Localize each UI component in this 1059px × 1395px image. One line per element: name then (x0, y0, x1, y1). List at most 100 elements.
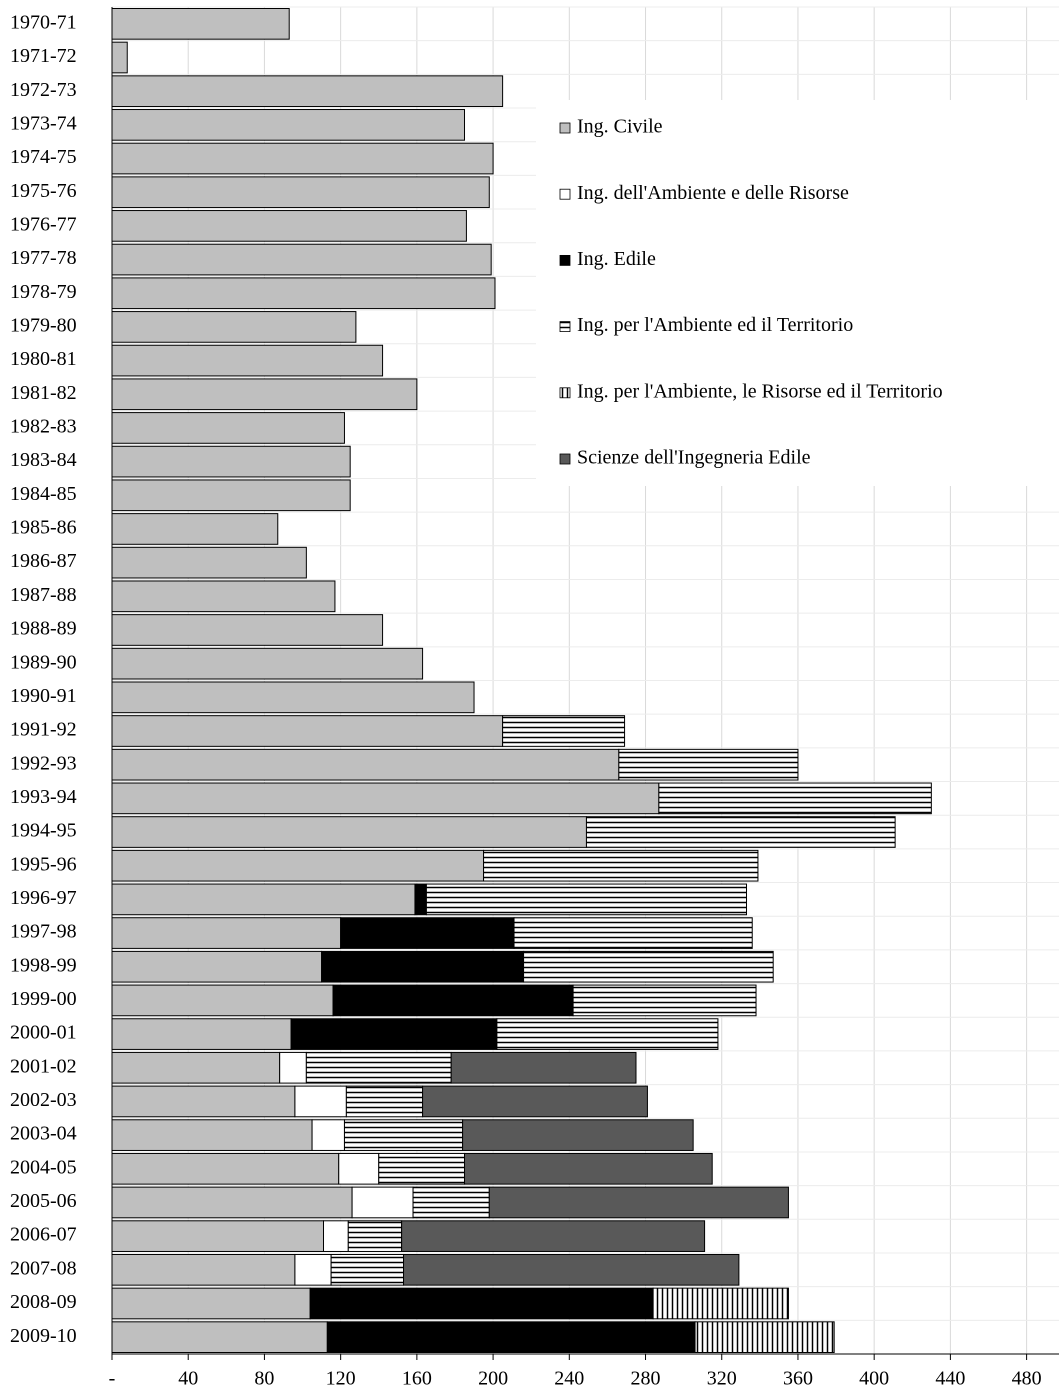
x-tick-label: 320 (707, 1368, 737, 1390)
bar-segment (347, 1220, 403, 1252)
legend-label: Ing. Civile (577, 116, 663, 138)
y-tick-label: 1977-78 (10, 247, 77, 269)
y-tick-label: 1995-96 (10, 853, 77, 875)
bar-segment (414, 883, 427, 916)
bar-segment (351, 1186, 414, 1219)
bar-segment (111, 748, 620, 781)
legend-label: Scienze dell'Ingegneria Edile (577, 447, 811, 469)
x-tick-label: 40 (178, 1368, 198, 1390)
y-tick-label: 1970-71 (10, 11, 77, 33)
y-tick-label: 1976-77 (10, 213, 77, 235)
bar-segment (111, 1220, 325, 1252)
bar-segment (111, 8, 290, 40)
bar-segment (311, 1119, 345, 1151)
bar-segment (513, 917, 753, 949)
y-tick-label: 1981-82 (10, 382, 77, 404)
y-tick-label: 1983-84 (10, 449, 77, 471)
bar-segment (502, 715, 626, 747)
y-tick-label: 2008-09 (10, 1291, 77, 1313)
bars (111, 8, 932, 1353)
bar-segment (401, 1220, 706, 1252)
bar-segment (111, 513, 279, 545)
y-tick-label: 2002-03 (10, 1089, 77, 1111)
bar-segment (111, 243, 492, 276)
bar-segment (111, 378, 418, 411)
legend-swatch (559, 387, 571, 399)
bar-segment (323, 1220, 349, 1252)
bar-segment (585, 816, 896, 848)
legend-label: Ing. Edile (577, 248, 656, 270)
bar-segment (279, 1051, 307, 1084)
bar-segment (652, 1287, 789, 1320)
x-tick-label: - (109, 1368, 116, 1390)
bar-segment (111, 1018, 292, 1050)
y-tick-label: 1973-74 (10, 112, 77, 134)
bar-segment (111, 41, 128, 74)
bar-segment (111, 109, 466, 141)
bar-segment (343, 1119, 464, 1151)
bar-segment (111, 277, 496, 310)
x-tick-label: 480 (1012, 1368, 1042, 1390)
y-tick-label: 1991-92 (10, 719, 77, 741)
legend-swatch (559, 122, 571, 134)
bar-segment (111, 715, 504, 747)
bar-segment (425, 883, 748, 916)
legend-swatch (559, 188, 571, 200)
x-tick-label: 80 (254, 1368, 274, 1390)
legend-swatch (559, 321, 571, 333)
y-tick-label: 1993-94 (10, 786, 77, 808)
bar-segment (111, 75, 504, 108)
bar-segment (111, 782, 660, 815)
legend-label: Ing. per l'Ambiente ed il Territorio (577, 314, 853, 336)
bar-segment (111, 1152, 340, 1185)
bar-segment (326, 1321, 696, 1353)
bar-segment (111, 311, 357, 343)
y-tick-label: 2006-07 (10, 1224, 77, 1246)
bar-segment (111, 580, 336, 613)
bar-segment (462, 1119, 694, 1151)
x-tick-label: 400 (859, 1368, 889, 1390)
y-tick-label: 1986-87 (10, 550, 77, 572)
bar-segment (488, 1186, 789, 1219)
bar-segment (658, 782, 932, 815)
y-tick-label: 1999-00 (10, 988, 77, 1010)
y-tick-label: 1980-81 (10, 348, 77, 370)
bar-segment (111, 142, 494, 175)
y-tick-label: 1975-76 (10, 180, 77, 202)
bar-segment (111, 1051, 281, 1084)
legend-label: Ing. per l'Ambiente, le Risorse ed il Te… (577, 380, 943, 402)
bar-segment (111, 1321, 328, 1353)
y-tick-label: 1974-75 (10, 146, 77, 168)
bar-segment (483, 849, 759, 882)
bar-segment (111, 614, 384, 646)
bar-segment (111, 1085, 296, 1118)
bar-segment (111, 816, 587, 848)
y-tick-label: 2005-06 (10, 1190, 77, 1212)
y-tick-label: 1990-91 (10, 685, 77, 707)
bar-segment (111, 883, 416, 916)
y-tick-label: 1992-93 (10, 752, 77, 774)
bar-segment (111, 445, 351, 478)
bar-segment (111, 647, 424, 680)
y-tick-label: 2003-04 (10, 1123, 77, 1145)
x-tick-label: 280 (631, 1368, 661, 1390)
bar-segment (111, 950, 323, 983)
bar-segment (464, 1152, 713, 1185)
y-tick-label: 1978-79 (10, 281, 77, 303)
y-tick-label: 1982-83 (10, 416, 77, 438)
bar-segment (294, 1253, 332, 1286)
y-tick-label: 1997-98 (10, 921, 77, 943)
y-tick-label: 1984-85 (10, 483, 77, 505)
legend: Ing. Civile Ing. dell'Ambiente e delle Ri… (536, 100, 1059, 486)
bar-segment (523, 950, 774, 983)
bar-segment (572, 984, 757, 1017)
bar-segment (111, 1119, 313, 1151)
bar-segment (111, 917, 342, 949)
bar-segment (111, 412, 345, 444)
legend-label: Ing. dell'Ambiente e delle Risorse (577, 182, 849, 204)
bar-segment (111, 546, 307, 579)
y-tick-label: 1985-86 (10, 517, 77, 539)
bar-segment (111, 479, 351, 512)
axes: - 40 80 120 160 200 240 280 320 360 400 440 480 1970-… (10, 7, 1059, 1390)
